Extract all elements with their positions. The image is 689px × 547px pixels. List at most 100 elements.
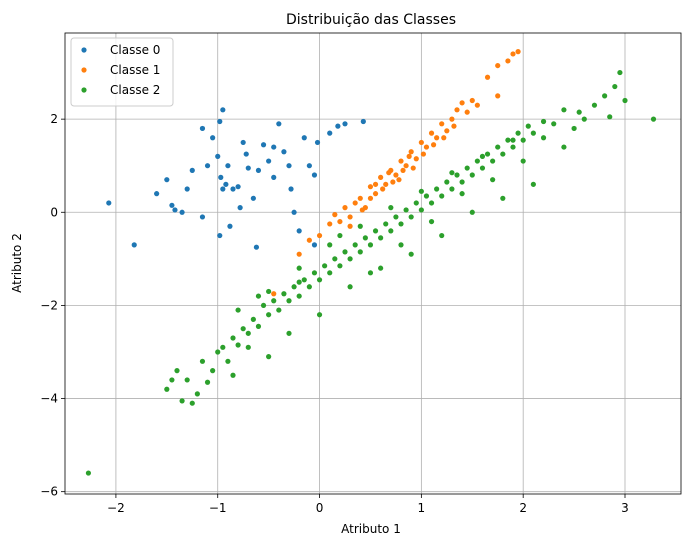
data-point bbox=[217, 232, 223, 239]
data-point bbox=[266, 354, 272, 360]
data-point bbox=[439, 121, 445, 127]
data-point bbox=[383, 181, 389, 187]
data-point bbox=[235, 184, 241, 190]
data-point bbox=[449, 116, 455, 122]
data-point bbox=[306, 163, 312, 169]
data-point bbox=[316, 312, 323, 318]
data-point bbox=[230, 186, 236, 192]
data-point bbox=[179, 398, 185, 404]
data-point bbox=[484, 151, 491, 157]
data-point bbox=[311, 172, 318, 178]
data-point bbox=[571, 125, 577, 132]
data-point bbox=[225, 163, 231, 169]
data-point bbox=[581, 116, 587, 122]
data-point bbox=[367, 242, 374, 248]
data-point bbox=[179, 209, 185, 215]
data-point bbox=[220, 107, 226, 113]
data-point bbox=[327, 221, 333, 227]
data-point bbox=[428, 130, 435, 136]
data-point bbox=[316, 232, 323, 239]
data-point bbox=[342, 249, 348, 255]
data-point bbox=[406, 153, 412, 159]
y-tick-label: −4 bbox=[40, 392, 58, 406]
data-point bbox=[454, 107, 460, 113]
data-point bbox=[352, 200, 358, 206]
data-point bbox=[316, 277, 323, 283]
data-point bbox=[650, 116, 657, 122]
data-point bbox=[449, 170, 455, 176]
legend-marker bbox=[81, 67, 87, 73]
data-point bbox=[530, 130, 536, 136]
data-point bbox=[342, 205, 348, 211]
data-point bbox=[218, 174, 224, 180]
data-point bbox=[266, 158, 272, 164]
data-point bbox=[388, 228, 394, 234]
data-point bbox=[495, 144, 501, 150]
legend: Classe 0 Classe 1 Classe 2 bbox=[70, 37, 174, 107]
x-tick-label: 3 bbox=[621, 501, 629, 515]
data-point bbox=[337, 263, 343, 269]
data-point bbox=[199, 214, 206, 220]
data-point bbox=[245, 344, 251, 350]
data-point bbox=[408, 149, 414, 155]
data-point bbox=[352, 242, 358, 248]
data-point bbox=[561, 144, 567, 150]
data-point bbox=[439, 232, 445, 239]
data-point bbox=[276, 307, 282, 313]
data-point bbox=[260, 302, 267, 309]
data-point bbox=[430, 142, 437, 148]
data-point bbox=[301, 277, 307, 283]
data-point bbox=[360, 118, 366, 125]
data-point bbox=[296, 228, 302, 234]
data-point bbox=[220, 344, 226, 350]
data-point bbox=[154, 191, 160, 197]
series-0 bbox=[106, 107, 366, 250]
data-points bbox=[85, 49, 657, 476]
data-point bbox=[520, 137, 526, 143]
data-point bbox=[169, 377, 175, 383]
data-point bbox=[237, 205, 243, 211]
data-point bbox=[281, 291, 287, 297]
data-point bbox=[495, 62, 501, 69]
plot-frame bbox=[64, 32, 682, 495]
data-point bbox=[451, 123, 457, 129]
data-point bbox=[322, 263, 328, 269]
data-point bbox=[314, 139, 321, 146]
data-point bbox=[410, 165, 416, 171]
data-point bbox=[286, 163, 292, 169]
data-point bbox=[245, 165, 251, 171]
data-point bbox=[607, 114, 613, 120]
data-point bbox=[169, 202, 175, 208]
data-point bbox=[266, 288, 272, 295]
data-point bbox=[428, 218, 435, 225]
data-point bbox=[164, 386, 170, 392]
data-point bbox=[418, 188, 424, 194]
data-point bbox=[505, 137, 511, 143]
data-point bbox=[255, 323, 262, 329]
x-tick-label: 0 bbox=[316, 501, 324, 515]
data-point bbox=[490, 158, 496, 164]
data-point bbox=[296, 265, 302, 271]
data-point bbox=[459, 191, 465, 197]
data-point bbox=[194, 391, 200, 397]
data-point bbox=[327, 270, 333, 276]
data-point bbox=[386, 170, 392, 176]
data-point bbox=[311, 242, 318, 248]
data-point bbox=[288, 186, 294, 192]
data-point bbox=[347, 214, 353, 220]
data-point bbox=[408, 214, 414, 220]
data-point bbox=[540, 118, 547, 125]
data-point bbox=[459, 179, 465, 185]
data-point bbox=[227, 223, 233, 229]
data-point bbox=[357, 223, 363, 229]
data-point bbox=[576, 109, 582, 115]
data-point bbox=[332, 212, 338, 218]
data-point bbox=[276, 121, 282, 127]
data-point bbox=[398, 221, 404, 227]
data-point bbox=[393, 214, 399, 220]
data-point bbox=[434, 186, 440, 192]
data-point bbox=[106, 200, 112, 206]
data-point bbox=[271, 174, 277, 180]
data-point bbox=[337, 218, 343, 225]
